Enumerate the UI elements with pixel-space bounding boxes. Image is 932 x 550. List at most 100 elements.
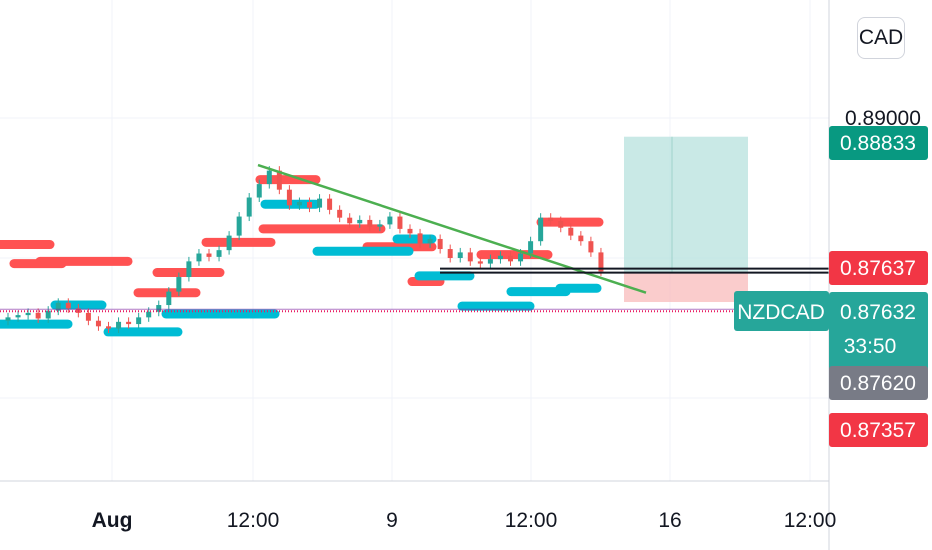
currency-button[interactable]: CAD — [857, 17, 905, 59]
price-tag — [829, 126, 928, 160]
candle-body — [437, 238, 443, 250]
candle-body — [206, 253, 212, 257]
candle-body — [55, 302, 61, 311]
candlestick — [397, 212, 403, 234]
time-tick-label: 12:00 — [784, 509, 837, 532]
time-tick-label: 16 — [658, 509, 681, 532]
candlestick — [216, 245, 222, 262]
candle-body — [578, 235, 584, 242]
candle-body — [246, 197, 252, 217]
candle-body — [136, 317, 142, 325]
candle-body — [85, 312, 91, 321]
candle-body — [307, 202, 312, 208]
candle-body — [397, 216, 403, 229]
candlestick — [347, 213, 353, 228]
candlestick — [186, 256, 192, 282]
candlestick — [236, 212, 242, 241]
countdown-label: 33:50 — [844, 335, 897, 358]
price-axis[interactable]: 0.89000 — [845, 107, 921, 130]
candle-body — [266, 170, 272, 185]
price-tag-value: 0.87357 — [840, 419, 916, 442]
candle-body — [407, 228, 413, 234]
price-tag — [829, 251, 928, 285]
candlestick — [176, 272, 182, 297]
candlestick — [296, 197, 302, 210]
candlestick — [317, 194, 323, 213]
candle-body — [387, 216, 393, 225]
candle-body — [5, 317, 11, 321]
price-tag — [829, 366, 928, 400]
candlestick — [15, 310, 21, 322]
candle-body — [116, 321, 122, 329]
candle-body — [497, 255, 503, 260]
candle-body — [15, 315, 21, 318]
candlestick — [548, 213, 554, 226]
candle-body — [186, 261, 192, 278]
time-tick-label: 9 — [386, 509, 398, 532]
candlestick — [206, 249, 212, 262]
candle-body — [427, 238, 433, 244]
candle-body — [156, 305, 162, 312]
candlestick — [588, 236, 594, 257]
candlestick — [447, 244, 453, 263]
candle-body — [126, 321, 132, 325]
candlestick — [286, 185, 292, 210]
candle-body — [256, 184, 262, 198]
symbol-tag-box — [734, 291, 829, 331]
candle-body — [25, 312, 31, 316]
candle-body — [317, 198, 323, 208]
candle-body — [447, 249, 453, 258]
candlestick — [327, 194, 333, 215]
symbol-tag: NZDCAD — [734, 291, 829, 331]
candlestick — [487, 254, 493, 269]
candlestick — [357, 215, 363, 228]
price-tags: 0.88833 0.87637 0.87632 33:50 0.87620 0.87357 — [829, 126, 928, 447]
target-zone[interactable] — [624, 136, 748, 273]
candlestick — [568, 223, 574, 241]
candlestick — [196, 249, 202, 266]
trendline[interactable] — [257, 163, 647, 294]
candlestick — [538, 213, 544, 246]
candlestick — [126, 317, 132, 329]
candle-body — [367, 219, 373, 227]
time-tick-label: 12:00 — [227, 509, 280, 532]
candlestick — [65, 298, 71, 313]
candlestick — [25, 308, 31, 320]
horizontal-level-lines[interactable] — [0, 267, 829, 313]
price-tag-value: 0.87620 — [840, 372, 916, 395]
candle-body — [236, 216, 242, 236]
candle-body — [508, 255, 513, 262]
candlestick — [95, 316, 101, 331]
candlestick — [578, 231, 584, 246]
symbol-label: NZDCAD — [737, 301, 825, 324]
price-tag-value: 0.87637 — [840, 257, 916, 280]
candlestick — [85, 308, 91, 326]
candlestick — [35, 308, 41, 323]
candle-body — [176, 277, 182, 292]
price-tag — [829, 292, 928, 382]
candle-body — [45, 310, 51, 319]
candlestick — [156, 300, 162, 317]
candle-body — [276, 170, 282, 190]
candle-body — [286, 189, 292, 206]
candle-body — [417, 233, 423, 244]
candle-body — [296, 202, 302, 206]
candlestick — [136, 312, 142, 329]
time-tick-label: Aug — [92, 509, 133, 532]
candlestick — [307, 197, 312, 213]
price-tag-value: 0.88833 — [840, 132, 916, 155]
candlestick — [5, 312, 11, 326]
candle-body — [538, 217, 544, 242]
candle-body — [226, 235, 232, 251]
stop-zone[interactable] — [624, 272, 748, 303]
candle-body — [528, 241, 534, 254]
time-axis[interactable]: Aug 12:00 9 12:00 16 12:00 — [0, 480, 837, 532]
candlestick — [417, 228, 423, 248]
candlestick — [437, 234, 443, 254]
candlestick — [246, 193, 252, 222]
time-tick-label: 12:00 — [505, 509, 558, 532]
candle-body — [487, 259, 493, 264]
candle-body — [548, 217, 554, 222]
candlestick — [55, 298, 61, 316]
